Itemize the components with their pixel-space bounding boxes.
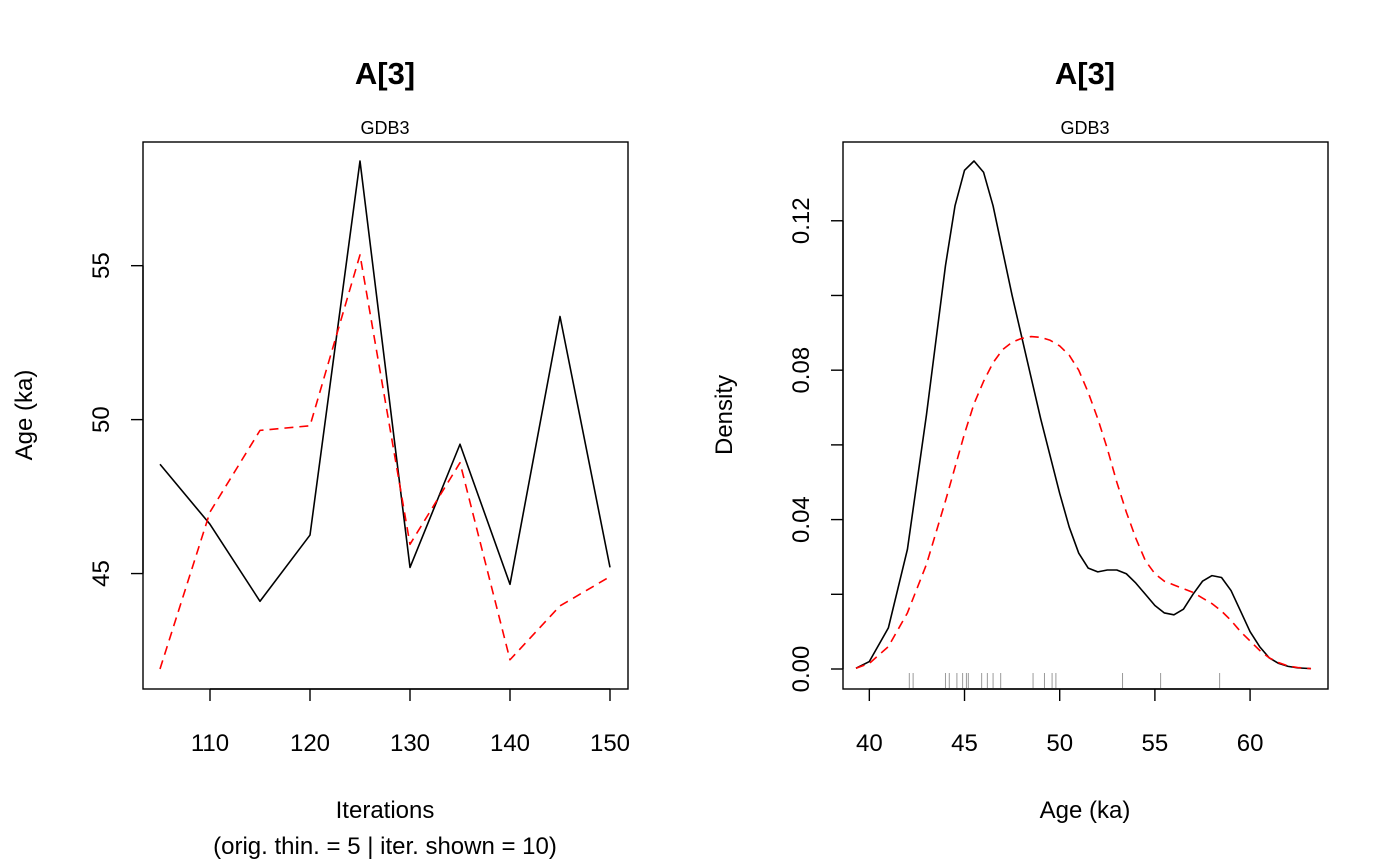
trace-y-label: Age (ka): [11, 370, 38, 461]
trace-x-tick-label: 130: [390, 730, 430, 757]
density-plot-frame: [842, 141, 1329, 690]
trace-x-tick-label: 140: [490, 730, 530, 757]
density-subtitle: GDB3: [1060, 118, 1109, 138]
trace-x-label-detail: (orig. thin. = 5 | iter. shown = 10): [213, 833, 557, 860]
trace-x-label: Iterations: [336, 797, 435, 824]
density-y-tick-label: 0.08: [788, 347, 815, 394]
trace-y-tick-label: 50: [88, 406, 115, 433]
trace-y-tick-label: 45: [88, 560, 115, 587]
density-x-label: Age (ka): [1040, 797, 1131, 824]
density-x-tick-label: 50: [1046, 730, 1073, 757]
trace-title: A[3]: [355, 56, 415, 91]
trace-x-tick-label: 110: [191, 730, 229, 757]
trace-panel: A[3] GDB3 110 120 130 140 150 45 50 55 Iterati…: [11, 56, 630, 860]
density-panel: A[3] GDB3 40 45 50 55 60 0.00 0.04 0.08 0.12 Ag…: [711, 56, 1329, 824]
trace-series-1-line: [159, 160, 611, 603]
density-title: A[3]: [1055, 56, 1115, 91]
trace-x-axis: 110 120 130 140 150: [191, 688, 630, 757]
density-x-tick-label: 45: [951, 730, 978, 757]
trace-plot-frame: [142, 141, 629, 690]
density-x-tick-label: 55: [1142, 730, 1169, 757]
trace-series-group: [159, 160, 611, 670]
trace-y-axis: 45 50 55: [88, 252, 144, 587]
density-series-group: [855, 160, 1312, 670]
density-series-2-line: [855, 335, 1312, 670]
trace-y-tick-label: 55: [88, 252, 115, 279]
density-y-tick-label: 0.00: [788, 646, 815, 693]
trace-subtitle: GDB3: [360, 118, 409, 138]
trace-x-tick-label: 150: [590, 730, 630, 757]
density-y-tick-label: 0.04: [788, 496, 815, 543]
density-y-label: Density: [711, 375, 738, 455]
density-x-tick-label: 60: [1237, 730, 1264, 757]
density-rug: [908, 673, 1221, 688]
density-x-axis: 40 45 50 55 60: [856, 688, 1264, 757]
density-y-axis: 0.00 0.04 0.08 0.12: [788, 197, 844, 693]
density-x-tick-label: 40: [856, 730, 883, 757]
trace-series-2-line: [159, 254, 611, 670]
density-series-1-line: [855, 160, 1312, 670]
trace-x-tick-label: 120: [290, 730, 330, 757]
density-y-tick-label: 0.12: [788, 197, 815, 244]
